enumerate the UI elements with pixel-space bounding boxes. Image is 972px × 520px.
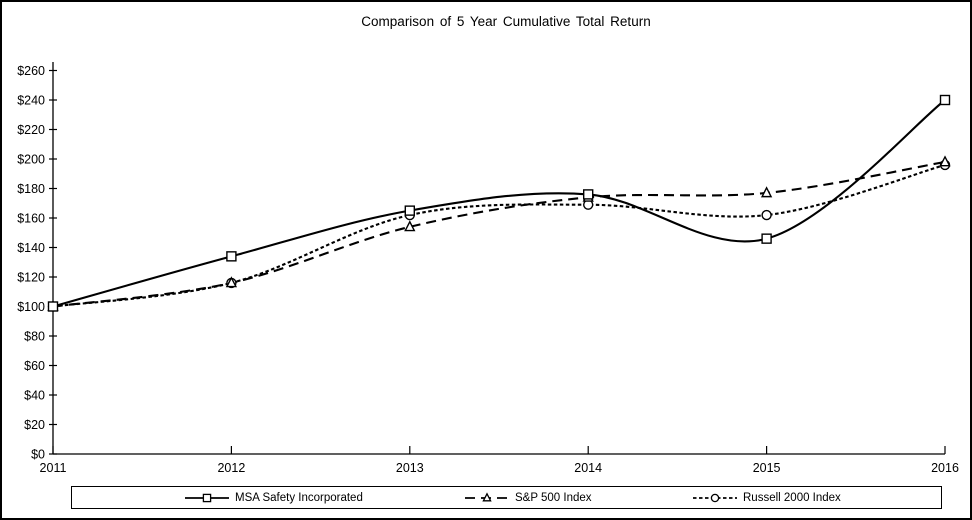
y-tick-label: $120	[17, 270, 45, 284]
y-tick-label: $40	[24, 388, 45, 402]
y-tick-label: $160	[17, 211, 45, 225]
x-tick-label: 2012	[217, 461, 245, 475]
y-tick-label: $240	[17, 93, 45, 107]
x-tick-label: 2015	[753, 461, 781, 475]
square-marker-icon	[202, 493, 212, 502]
y-tick-label: $80	[24, 329, 45, 343]
triangle-marker-icon	[482, 491, 492, 501]
legend-item-sp500: S&P 500 Index	[464, 487, 592, 508]
series-line-s-p-500-index	[52, 160, 946, 308]
legend-label-russell2000: Russell 2000 Index	[743, 491, 841, 504]
chart-title: Comparison of 5 Year Cumulative Total Re…	[361, 14, 651, 29]
y-tick-label: $220	[17, 123, 45, 137]
series-line-msa-safety-incorporated	[52, 99, 946, 308]
legend-item-russell2000: Russell 2000 Index	[692, 487, 841, 508]
square-marker-icon	[939, 94, 951, 106]
square-marker-icon	[47, 301, 59, 312]
x-tick-label: 2014	[574, 461, 602, 475]
triangle-marker-icon	[760, 186, 773, 198]
y-tick-label: $180	[17, 182, 45, 196]
y-tick-label: $100	[17, 300, 45, 314]
circle-marker-icon	[761, 209, 772, 221]
legend-label-sp500: S&P 500 Index	[515, 491, 592, 504]
series-line-russell-2000-index	[52, 163, 946, 308]
legend-label-msa-safety: MSA Safety Incorporated	[235, 491, 363, 504]
y-tick-label: $20	[24, 418, 45, 432]
dash-line-triangle-marker-icon	[465, 491, 509, 501]
x-tick-label: 2016	[931, 461, 959, 475]
y-tick-label: $200	[17, 152, 45, 166]
y-tick-label: $0	[31, 447, 45, 461]
square-marker-icon	[761, 233, 772, 244]
legend-item-msa-safety: MSA Safety Incorporated	[184, 487, 363, 508]
solid-line-square-marker-icon	[185, 493, 229, 502]
x-tick-label: 2011	[40, 461, 67, 475]
circle-marker-icon	[710, 493, 720, 502]
triangle-marker-icon	[225, 276, 238, 288]
y-tick-label: $260	[17, 64, 45, 78]
y-tick-label: $60	[24, 359, 45, 373]
triangle-marker-icon	[939, 155, 951, 167]
dotted-line-circle-marker-icon	[693, 493, 737, 502]
square-marker-icon	[226, 251, 237, 262]
square-marker-icon	[583, 189, 594, 200]
triangle-marker-icon	[404, 220, 416, 232]
y-tick-label: $140	[17, 241, 45, 255]
legend-box: MSA Safety Incorporated S&P 500 Index Ru…	[71, 486, 942, 509]
square-marker-icon	[404, 205, 415, 216]
x-tick-label: 2013	[396, 461, 424, 475]
